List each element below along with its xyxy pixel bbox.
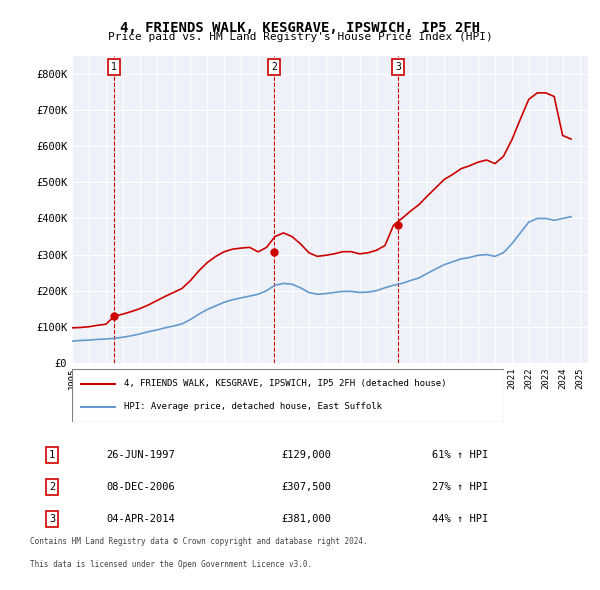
FancyBboxPatch shape — [72, 369, 504, 422]
Text: 4, FRIENDS WALK, KESGRAVE, IPSWICH, IP5 2FH: 4, FRIENDS WALK, KESGRAVE, IPSWICH, IP5 … — [120, 21, 480, 35]
Text: £307,500: £307,500 — [281, 482, 331, 492]
Text: £129,000: £129,000 — [281, 450, 331, 460]
Text: 4, FRIENDS WALK, KESGRAVE, IPSWICH, IP5 2FH (detached house): 4, FRIENDS WALK, KESGRAVE, IPSWICH, IP5 … — [124, 379, 446, 388]
Text: Price paid vs. HM Land Registry's House Price Index (HPI): Price paid vs. HM Land Registry's House … — [107, 32, 493, 42]
Text: 27% ↑ HPI: 27% ↑ HPI — [433, 482, 488, 492]
Text: 08-DEC-2006: 08-DEC-2006 — [106, 482, 175, 492]
Text: 61% ↑ HPI: 61% ↑ HPI — [433, 450, 488, 460]
Text: 1: 1 — [111, 62, 117, 72]
Point — [393, 221, 403, 230]
Text: 26-JUN-1997: 26-JUN-1997 — [106, 450, 175, 460]
Text: 04-APR-2014: 04-APR-2014 — [106, 514, 175, 525]
Text: 1: 1 — [49, 450, 55, 460]
Text: This data is licensed under the Open Government Licence v3.0.: This data is licensed under the Open Gov… — [30, 559, 312, 569]
Text: 2: 2 — [49, 482, 55, 492]
Point — [269, 247, 279, 257]
Point — [109, 312, 119, 321]
Text: 3: 3 — [49, 514, 55, 525]
Text: £381,000: £381,000 — [281, 514, 331, 525]
Text: 44% ↑ HPI: 44% ↑ HPI — [433, 514, 488, 525]
Text: Contains HM Land Registry data © Crown copyright and database right 2024.: Contains HM Land Registry data © Crown c… — [30, 537, 368, 546]
Text: 3: 3 — [395, 62, 401, 72]
Text: HPI: Average price, detached house, East Suffolk: HPI: Average price, detached house, East… — [124, 402, 382, 411]
Text: 2: 2 — [271, 62, 277, 72]
